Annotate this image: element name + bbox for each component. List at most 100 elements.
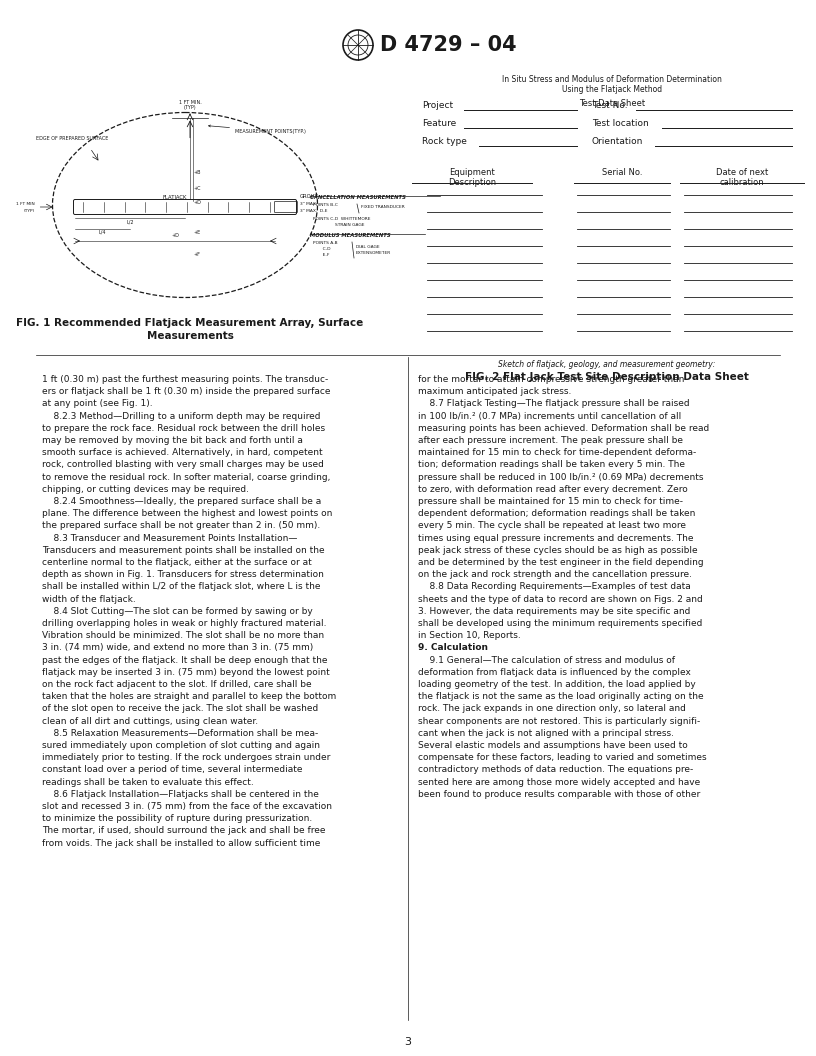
Text: immediately prior to testing. If the rock undergoes strain under: immediately prior to testing. If the roc… bbox=[42, 753, 330, 762]
Text: Sketch of flatjack, geology, and measurement geometry:: Sketch of flatjack, geology, and measure… bbox=[499, 360, 716, 369]
Text: Project: Project bbox=[422, 101, 453, 110]
Text: E-F: E-F bbox=[313, 253, 330, 257]
Text: +D: +D bbox=[171, 233, 179, 238]
Text: L/4: L/4 bbox=[99, 230, 106, 235]
Text: the prepared surface shall be not greater than 2 in. (50 mm).: the prepared surface shall be not greate… bbox=[42, 522, 320, 530]
Text: 8.2.3 Method—Drilling to a uniform depth may be required: 8.2.3 Method—Drilling to a uniform depth… bbox=[42, 412, 321, 420]
Text: Transducers and measurement points shall be installed on the: Transducers and measurement points shall… bbox=[42, 546, 325, 554]
Text: been found to produce results comparable with those of other: been found to produce results comparable… bbox=[418, 790, 700, 798]
Text: Feature: Feature bbox=[422, 119, 456, 128]
Text: shear components are not restored. This is particularly signifi-: shear components are not restored. This … bbox=[418, 717, 700, 725]
Text: slot and recessed 3 in. (75 mm) from the face of the excavation: slot and recessed 3 in. (75 mm) from the… bbox=[42, 802, 332, 811]
Text: 3" MAX.: 3" MAX. bbox=[300, 209, 317, 213]
Text: shall be developed using the minimum requirements specified: shall be developed using the minimum req… bbox=[418, 619, 703, 628]
Text: Using the Flatjack Method: Using the Flatjack Method bbox=[562, 86, 662, 94]
Text: may be removed by moving the bit back and forth until a: may be removed by moving the bit back an… bbox=[42, 436, 303, 445]
Text: peak jack stress of these cycles should be as high as possible: peak jack stress of these cycles should … bbox=[418, 546, 698, 554]
Text: to zero, with deformation read after every decrement. Zero: to zero, with deformation read after eve… bbox=[418, 485, 688, 494]
Text: 3. However, the data requirements may be site specific and: 3. However, the data requirements may be… bbox=[418, 607, 690, 616]
Text: smooth surface is achieved. Alternatively, in hard, competent: smooth surface is achieved. Alternativel… bbox=[42, 448, 322, 457]
Text: rock. The jack expands in one direction only, so lateral and: rock. The jack expands in one direction … bbox=[418, 704, 686, 714]
Text: +E: +E bbox=[193, 229, 200, 234]
Text: C-D: C-D bbox=[313, 247, 330, 251]
Text: 8.6 Flatjack Installation—Flatjacks shall be centered in the: 8.6 Flatjack Installation—Flatjacks shal… bbox=[42, 790, 319, 798]
Text: of the slot open to receive the jack. The slot shall be washed: of the slot open to receive the jack. Th… bbox=[42, 704, 318, 714]
Text: chipping, or cutting devices may be required.: chipping, or cutting devices may be requ… bbox=[42, 485, 249, 494]
Text: FIG. 1 Recommended Flatjack Measurement Array, Surface: FIG. 1 Recommended Flatjack Measurement … bbox=[16, 318, 364, 328]
Text: Rock type: Rock type bbox=[422, 137, 467, 146]
Text: Orientation: Orientation bbox=[592, 137, 643, 146]
Text: 8.7 Flatjack Testing—The flatjack pressure shall be raised: 8.7 Flatjack Testing—The flatjack pressu… bbox=[418, 399, 690, 409]
Text: flatjack may be inserted 3 in. (75 mm) beyond the lowest point: flatjack may be inserted 3 in. (75 mm) b… bbox=[42, 667, 330, 677]
Text: readings shall be taken to evaluate this effect.: readings shall be taken to evaluate this… bbox=[42, 777, 254, 787]
Text: the flatjack is not the same as the load originally acting on the: the flatjack is not the same as the load… bbox=[418, 692, 703, 701]
Text: L/2: L/2 bbox=[126, 219, 134, 224]
Text: 8.2.4 Smoothness—Ideally, the prepared surface shall be a: 8.2.4 Smoothness—Ideally, the prepared s… bbox=[42, 497, 322, 506]
Text: rock, controlled blasting with very small charges may be used: rock, controlled blasting with very smal… bbox=[42, 460, 324, 470]
Text: POINTS B-C: POINTS B-C bbox=[313, 203, 338, 207]
Text: depth as shown in Fig. 1. Transducers for stress determination: depth as shown in Fig. 1. Transducers fo… bbox=[42, 570, 324, 579]
Text: to minimize the possibility of rupture during pressurization.: to minimize the possibility of rupture d… bbox=[42, 814, 313, 824]
Text: plane. The difference between the highest and lowest points on: plane. The difference between the highes… bbox=[42, 509, 332, 518]
Text: 8.3 Transducer and Measurement Points Installation—: 8.3 Transducer and Measurement Points In… bbox=[42, 533, 297, 543]
Text: (TYP): (TYP) bbox=[184, 106, 197, 111]
Text: DIAL GAGE: DIAL GAGE bbox=[356, 245, 379, 249]
Text: clean of all dirt and cuttings, using clean water.: clean of all dirt and cuttings, using cl… bbox=[42, 717, 258, 725]
Text: Vibration should be minimized. The slot shall be no more than: Vibration should be minimized. The slot … bbox=[42, 631, 324, 640]
Text: times using equal pressure increments and decrements. The: times using equal pressure increments an… bbox=[418, 533, 694, 543]
Text: 8.4 Slot Cutting—The slot can be formed by sawing or by: 8.4 Slot Cutting—The slot can be formed … bbox=[42, 607, 313, 616]
Text: sented here are among those more widely accepted and have: sented here are among those more widely … bbox=[418, 777, 700, 787]
Text: ers or flatjack shall be 1 ft (0.30 m) inside the prepared surface: ers or flatjack shall be 1 ft (0.30 m) i… bbox=[42, 388, 330, 396]
Text: EDGE OF PREPARED SURFACE: EDGE OF PREPARED SURFACE bbox=[36, 135, 109, 140]
Text: centerline normal to the flatjack, either at the surface or at: centerline normal to the flatjack, eithe… bbox=[42, 558, 312, 567]
Text: on the jack and rock strength and the cancellation pressure.: on the jack and rock strength and the ca… bbox=[418, 570, 692, 579]
Text: GROUT: GROUT bbox=[300, 194, 319, 200]
Text: sheets and the type of data to record are shown on Figs. 2 and: sheets and the type of data to record ar… bbox=[418, 595, 703, 604]
Text: 9. Calculation: 9. Calculation bbox=[418, 643, 488, 653]
Text: Serial No.: Serial No. bbox=[601, 168, 642, 177]
Text: loading geometry of the test. In addition, the load applied by: loading geometry of the test. In additio… bbox=[418, 680, 696, 689]
Text: to remove the residual rock. In softer material, coarse grinding,: to remove the residual rock. In softer m… bbox=[42, 473, 330, 482]
Text: for the mortar to attain compressive strength greater than: for the mortar to attain compressive str… bbox=[418, 375, 685, 384]
Text: in Section 10, Reports.: in Section 10, Reports. bbox=[418, 631, 521, 640]
Text: +C: +C bbox=[193, 187, 201, 191]
Text: 1 ft (0.30 m) past the furthest measuring points. The transduc-: 1 ft (0.30 m) past the furthest measurin… bbox=[42, 375, 328, 384]
Text: FIXED TRANSDUCER: FIXED TRANSDUCER bbox=[361, 205, 405, 209]
Text: in 100 lb/in.² (0.7 MPa) increments until cancellation of all: in 100 lb/in.² (0.7 MPa) increments unti… bbox=[418, 412, 681, 420]
Text: Test location: Test location bbox=[592, 119, 649, 128]
Text: at any point (see Fig. 1).: at any point (see Fig. 1). bbox=[42, 399, 153, 409]
Text: sured immediately upon completion of slot cutting and again: sured immediately upon completion of slo… bbox=[42, 741, 320, 750]
Text: 8.8 Data Recording Requirements—Examples of test data: 8.8 Data Recording Requirements—Examples… bbox=[418, 583, 691, 591]
Text: Several elastic models and assumptions have been used to: Several elastic models and assumptions h… bbox=[418, 741, 688, 750]
Text: contradictory methods of data reduction. The equations pre-: contradictory methods of data reduction.… bbox=[418, 766, 694, 774]
Text: MEASUREMENT POINTS(TYP.): MEASUREMENT POINTS(TYP.) bbox=[209, 125, 306, 133]
Text: after each pressure increment. The peak pressure shall be: after each pressure increment. The peak … bbox=[418, 436, 683, 445]
Text: (TYP): (TYP) bbox=[23, 209, 34, 213]
Text: 3: 3 bbox=[405, 1037, 411, 1046]
Text: every 5 min. The cycle shall be repeated at least two more: every 5 min. The cycle shall be repeated… bbox=[418, 522, 686, 530]
Text: Test Data Sheet: Test Data Sheet bbox=[579, 98, 645, 108]
Text: 1 FT MIN.: 1 FT MIN. bbox=[179, 99, 202, 105]
Text: POINTS A-B: POINTS A-B bbox=[313, 241, 338, 245]
Text: pressure shall be maintained for 15 min to check for time-: pressure shall be maintained for 15 min … bbox=[418, 497, 683, 506]
Text: Test No.: Test No. bbox=[592, 101, 628, 110]
Text: tion; deformation readings shall be taken every 5 min. The: tion; deformation readings shall be take… bbox=[418, 460, 685, 470]
Text: taken that the holes are straight and parallel to keep the bottom: taken that the holes are straight and pa… bbox=[42, 692, 336, 701]
Text: POINTS C-D  WHITTEMORE: POINTS C-D WHITTEMORE bbox=[313, 216, 370, 221]
Text: maximum anticipated jack stress.: maximum anticipated jack stress. bbox=[418, 388, 571, 396]
Text: compensate for these factors, leading to varied and sometimes: compensate for these factors, leading to… bbox=[418, 753, 707, 762]
Text: dependent deformation; deformation readings shall be taken: dependent deformation; deformation readi… bbox=[418, 509, 695, 518]
Text: maintained for 15 min to check for time-dependent deforma-: maintained for 15 min to check for time-… bbox=[418, 448, 696, 457]
Text: Equipment
Description: Equipment Description bbox=[448, 168, 496, 187]
Text: on the rock fact adjacent to the slot. If drilled, care shall be: on the rock fact adjacent to the slot. I… bbox=[42, 680, 312, 689]
Text: FLATJACK: FLATJACK bbox=[163, 194, 187, 200]
Text: 3 in. (74 mm) wide, and extend no more than 3 in. (75 mm): 3 in. (74 mm) wide, and extend no more t… bbox=[42, 643, 313, 653]
Text: measuring points has been achieved. Deformation shall be read: measuring points has been achieved. Defo… bbox=[418, 423, 709, 433]
Text: MODULUS MEASUREMENTS: MODULUS MEASUREMENTS bbox=[310, 233, 391, 238]
Text: and be determined by the test engineer in the field depending: and be determined by the test engineer i… bbox=[418, 558, 703, 567]
Text: EXTENSOMETER: EXTENSOMETER bbox=[356, 251, 391, 254]
Text: +B: +B bbox=[193, 170, 201, 174]
Text: shall be installed within L/2 of the flatjack slot, where L is the: shall be installed within L/2 of the fla… bbox=[42, 583, 321, 591]
Text: D-E: D-E bbox=[313, 209, 327, 213]
Text: STRAIN GAGE: STRAIN GAGE bbox=[313, 223, 365, 227]
